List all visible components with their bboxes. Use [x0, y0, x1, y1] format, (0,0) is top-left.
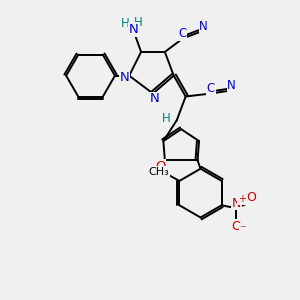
Text: N: N: [129, 23, 139, 36]
Text: O: O: [246, 191, 256, 204]
Text: O: O: [155, 160, 166, 173]
Text: H: H: [134, 16, 142, 29]
Text: O: O: [232, 220, 242, 232]
Text: N: N: [232, 197, 241, 210]
Text: ⁻: ⁻: [239, 224, 246, 236]
Text: N: N: [150, 92, 159, 105]
Text: N: N: [120, 71, 130, 84]
Text: H: H: [162, 112, 171, 125]
Text: C: C: [207, 82, 215, 95]
Text: +: +: [238, 194, 246, 204]
Text: CH₃: CH₃: [148, 167, 169, 177]
Text: H: H: [121, 17, 130, 30]
Text: C: C: [178, 27, 187, 40]
Text: N: N: [227, 79, 236, 92]
Text: N: N: [199, 20, 208, 33]
